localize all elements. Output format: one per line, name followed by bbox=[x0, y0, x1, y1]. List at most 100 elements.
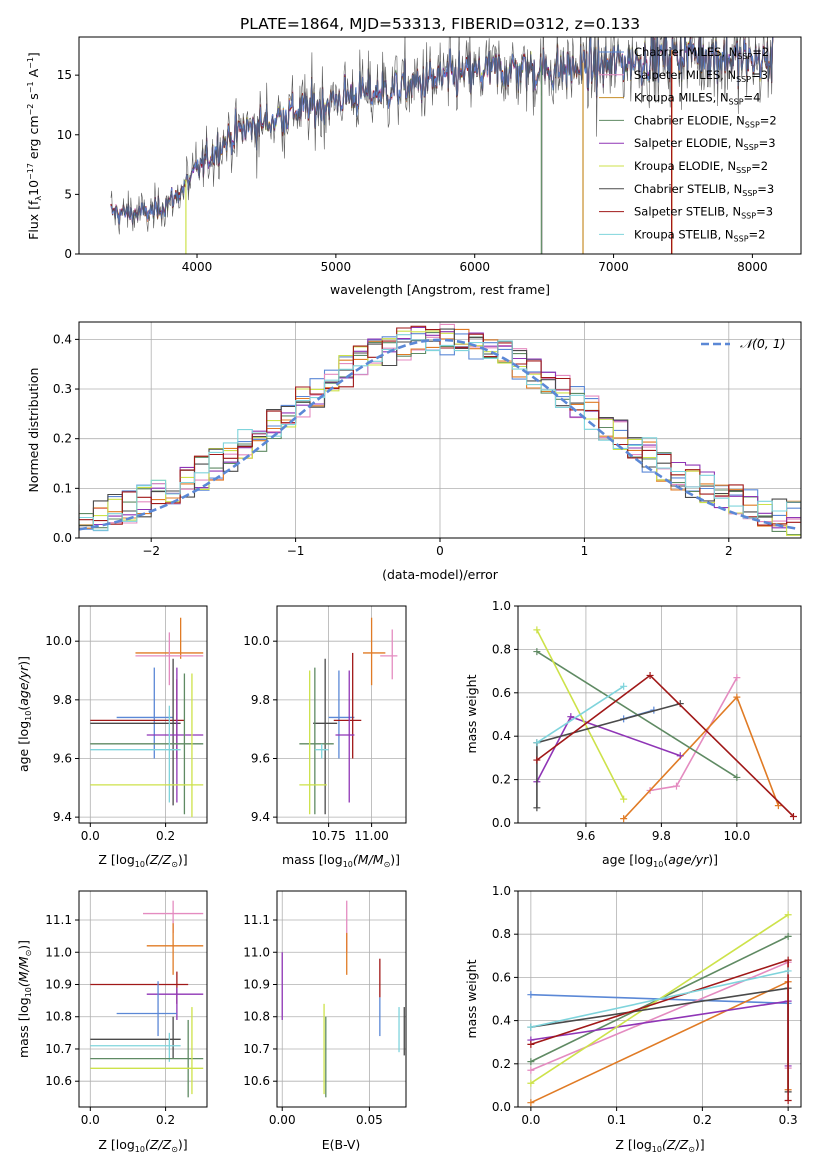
mass-weight-marker bbox=[676, 752, 684, 760]
y-tick-label: 1.0 bbox=[492, 884, 511, 898]
axes-frame bbox=[78, 36, 802, 255]
age-vs-z-panel-plot bbox=[90, 617, 204, 818]
x-tick-label: 4000 bbox=[182, 260, 213, 274]
mass-weight-marker bbox=[527, 991, 535, 999]
weight-vs-age-panel-plot bbox=[533, 626, 797, 823]
x-tick-label: 7000 bbox=[598, 260, 629, 274]
mass-weight-marker bbox=[774, 802, 782, 810]
x-tick-label: 1 bbox=[581, 544, 589, 558]
mass-weight-marker bbox=[527, 1058, 535, 1066]
gaussian-legend-label: 𝒩(0, 1) bbox=[740, 336, 786, 351]
x-tick-label: 0.0 bbox=[81, 1113, 100, 1127]
spectrum-panel-plot bbox=[110, 37, 774, 254]
x-tick-label: 8000 bbox=[737, 260, 768, 274]
residual-panel: −2 −1 0 1 2 0.0 0.1 0.2 0.3 0.4 bbox=[53, 321, 802, 558]
y-tick-label: 0.4 bbox=[492, 729, 511, 743]
mass-weight-marker bbox=[527, 1066, 535, 1074]
x-tick-label: 6000 bbox=[459, 260, 490, 274]
y-tick-label: 5 bbox=[64, 187, 72, 201]
age-vs-mass-x-label: mass [log10(M/M⊙)] bbox=[282, 852, 400, 869]
legend-label: Kroupa STELIB, NSSP=2 bbox=[634, 227, 765, 243]
legend-label: Chabrier MILES, NSSP=2 bbox=[634, 45, 769, 61]
residual-x-label: (data-model)/error bbox=[382, 567, 499, 582]
spectrum-x-label: wavelength [Angstrom, rest frame] bbox=[330, 282, 550, 297]
mass-vs-z-y-label: mass [log10(M/M⊙)] bbox=[16, 940, 33, 1058]
mass-weight-line bbox=[530, 970, 789, 1028]
x-tick-label: 11.00 bbox=[354, 829, 388, 843]
y-tick-label: 11.1 bbox=[45, 913, 72, 927]
y-tick-label: 10.7 bbox=[45, 1042, 72, 1056]
spectrum-panel: 4000 5000 6000 7000 8000 0 5 10 15 bbox=[57, 36, 802, 274]
x-tick-label: 0.05 bbox=[356, 1113, 383, 1127]
mass-weight-line bbox=[649, 677, 738, 792]
x-tick-label: 10.0 bbox=[723, 829, 750, 843]
y-tick-label: 10.8 bbox=[243, 1010, 270, 1024]
axes-frame bbox=[517, 605, 802, 824]
x-tick-label: 0.2 bbox=[693, 1113, 712, 1127]
x-tick-label: 9.8 bbox=[652, 829, 671, 843]
mass-weight-line bbox=[623, 695, 780, 820]
x-tick-label: 5000 bbox=[321, 260, 352, 274]
mass-weight-line bbox=[536, 715, 681, 783]
legend-label: Chabrier ELODIE, NSSP=2 bbox=[634, 113, 777, 129]
mass-weight-marker bbox=[733, 674, 741, 682]
weight-vs-z-panel-plot bbox=[527, 911, 792, 1107]
weight-vs-z-panel: 0.0 0.1 0.2 0.3 0.0 0.2 0.4 0.6 0.8 1.0 bbox=[492, 884, 802, 1127]
residual-panel-plot bbox=[79, 323, 801, 538]
y-tick-label: 0.8 bbox=[492, 642, 511, 656]
y-tick-label: 15 bbox=[57, 68, 72, 82]
mass-vs-ebv-x-label: E(B-V) bbox=[322, 1137, 361, 1152]
age-vs-z-x-label: Z [log10(Z/Z⊙)] bbox=[98, 852, 187, 869]
y-tick-label: 0.3 bbox=[53, 382, 72, 396]
mass-weight-line bbox=[536, 702, 681, 808]
y-tick-label: 9.8 bbox=[53, 693, 72, 707]
y-tick-label: 0.2 bbox=[492, 773, 511, 787]
y-tick-label: 10.0 bbox=[45, 634, 72, 648]
residual-y-label: Normed distribution bbox=[26, 368, 41, 493]
x-tick-label: 0.2 bbox=[156, 829, 175, 843]
mass-vs-z-panel-plot bbox=[90, 900, 204, 1098]
x-tick-label: 9.6 bbox=[576, 829, 595, 843]
y-tick-label: 1.0 bbox=[492, 599, 511, 613]
y-tick-label: 0.0 bbox=[53, 531, 72, 545]
x-tick-label: −1 bbox=[287, 544, 305, 558]
weight-vs-z-y-label: mass weight bbox=[464, 959, 479, 1038]
y-tick-label: 9.4 bbox=[251, 810, 270, 824]
axes-frame bbox=[517, 890, 802, 1108]
mass-weight-marker bbox=[784, 911, 792, 919]
y-tick-label: 0.6 bbox=[492, 686, 511, 700]
y-tick-label: 10.7 bbox=[243, 1042, 270, 1056]
figure-title: PLATE=1864, MJD=53313, FIBERID=0312, z=0… bbox=[240, 15, 640, 33]
mass-weight-marker bbox=[533, 626, 541, 634]
y-tick-label: 0.6 bbox=[492, 970, 511, 984]
x-tick-label: 0.1 bbox=[607, 1113, 626, 1127]
y-tick-label: 9.6 bbox=[251, 751, 270, 765]
age-vs-z-y-label: age [log10(age/yr)] bbox=[16, 656, 33, 772]
mass-weight-line bbox=[530, 1000, 789, 1066]
mass-weight-line bbox=[530, 961, 789, 1072]
mass-vs-z-panel: 0.0 0.2 10.6 10.7 10.8 10.9 11.0 11.1 bbox=[45, 890, 208, 1127]
y-tick-label: 10.8 bbox=[45, 1010, 72, 1024]
x-tick-label: −2 bbox=[142, 544, 160, 558]
weight-vs-age-x-label: age [log10(age/yr)] bbox=[602, 852, 718, 869]
y-tick-label: 0.2 bbox=[53, 432, 72, 446]
y-tick-label: 10 bbox=[57, 128, 72, 142]
mass-weight-marker bbox=[784, 956, 792, 964]
mass-weight-marker bbox=[533, 804, 541, 812]
axes-frame bbox=[78, 890, 208, 1108]
legend-label: Chabrier STELIB, NSSP=3 bbox=[634, 182, 774, 198]
mass-weight-line bbox=[536, 685, 625, 744]
y-tick-label: 9.8 bbox=[251, 693, 270, 707]
legend-label: Kroupa MILES, NSSP=4 bbox=[634, 91, 760, 107]
spectrum-line-cS bbox=[110, 37, 773, 235]
legend-label: Salpeter MILES, NSSP=3 bbox=[634, 68, 768, 84]
y-tick-label: 10.6 bbox=[45, 1074, 72, 1088]
mass-weight-marker bbox=[646, 671, 654, 679]
x-tick-label: 0 bbox=[436, 544, 444, 558]
y-tick-label: 11.0 bbox=[243, 945, 270, 959]
mass-weight-marker bbox=[733, 693, 741, 701]
mass-weight-marker bbox=[672, 782, 680, 790]
mass-weight-marker bbox=[789, 812, 797, 820]
x-tick-label: 0.0 bbox=[521, 1113, 540, 1127]
